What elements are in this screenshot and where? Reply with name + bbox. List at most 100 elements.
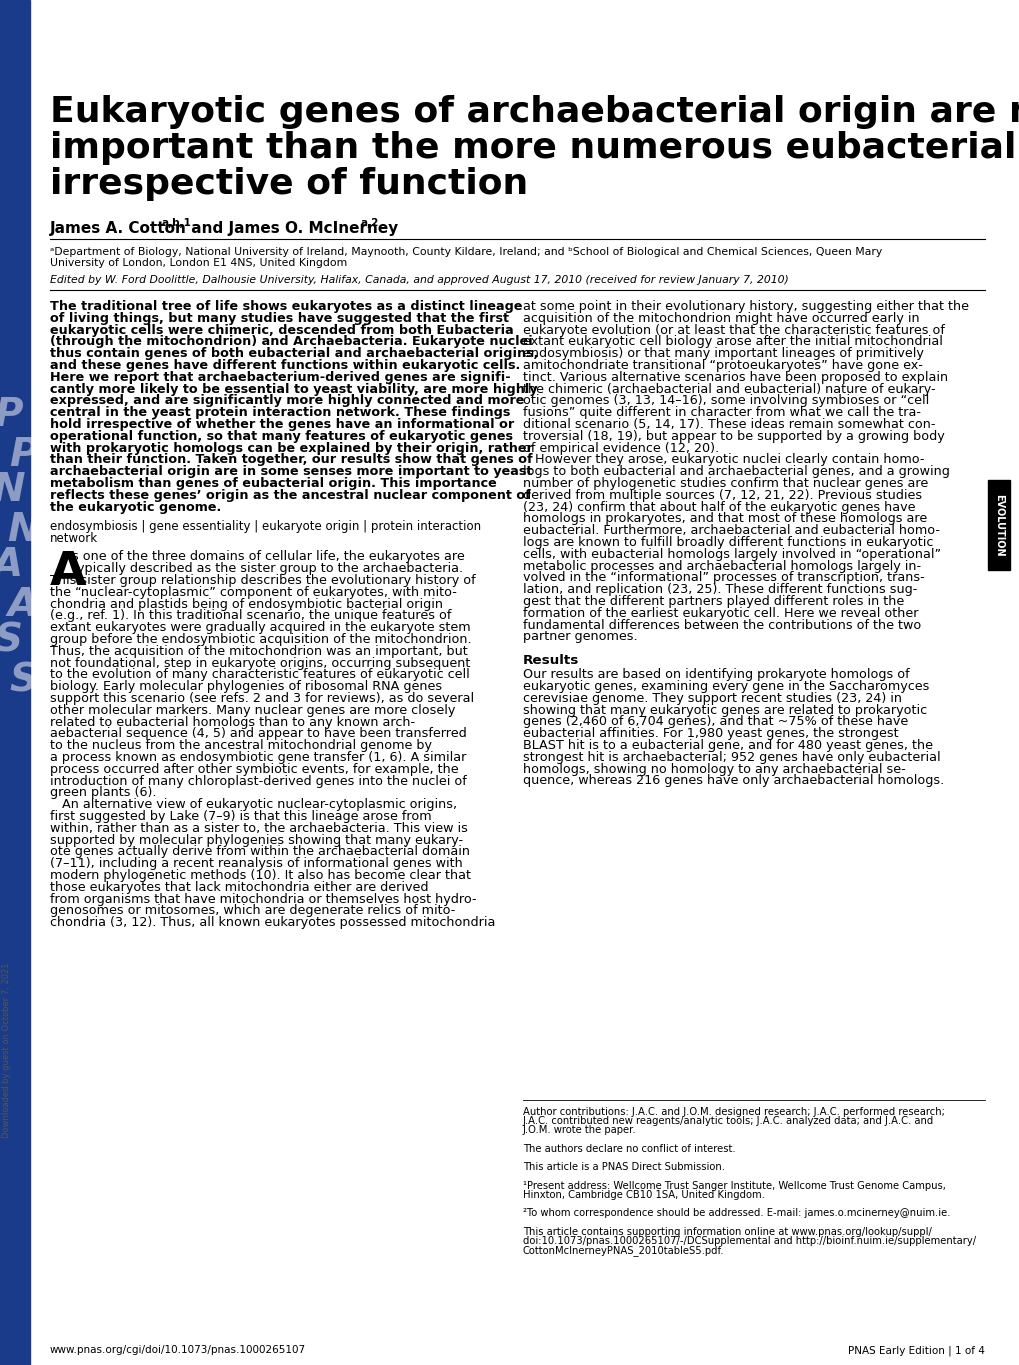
Text: This article is a PNAS Direct Submission.: This article is a PNAS Direct Submission… (523, 1162, 725, 1173)
Text: J.A.C. contributed new reagents/analytic tools; J.A.C. analyzed data; and J.A.C.: J.A.C. contributed new reagents/analytic… (523, 1117, 933, 1126)
Text: However they arose, eukaryotic nuclei clearly contain homo-: However they arose, eukaryotic nuclei cl… (523, 453, 923, 467)
Text: This sister group relationship describes the evolutionary history of: This sister group relationship describes… (50, 575, 475, 587)
Text: This article contains supporting information online at www.pnas.org/lookup/suppl: This article contains supporting informa… (523, 1227, 931, 1237)
Text: S: S (0, 621, 22, 659)
Text: important than the more numerous eubacterial genes,: important than the more numerous eubacte… (50, 131, 1019, 165)
Text: James A. Cotton: James A. Cotton (50, 221, 186, 236)
Text: A: A (0, 546, 23, 584)
Text: An alternative view of eukaryotic nuclear-cytoplasmic origins,: An alternative view of eukaryotic nuclea… (50, 799, 457, 811)
Text: and James O. McInerney: and James O. McInerney (185, 221, 397, 236)
Text: Edited by W. Ford Doolittle, Dalhousie University, Halifax, Canada, and approved: Edited by W. Ford Doolittle, Dalhousie U… (50, 274, 788, 285)
Text: network: network (50, 532, 98, 546)
Text: ²To whom correspondence should be addressed. E-mail: james.o.mcinerney@nuim.ie.: ²To whom correspondence should be addres… (523, 1208, 950, 1218)
Text: than their function. Taken together, our results show that genes of: than their function. Taken together, our… (50, 453, 532, 467)
Text: endosymbiosis) or that many important lineages of primitively: endosymbiosis) or that many important li… (523, 347, 923, 360)
Text: related to eubacterial homologs than to any known arch-: related to eubacterial homologs than to … (50, 715, 415, 729)
Text: www.pnas.org/cgi/doi/10.1073/pnas.1000265107: www.pnas.org/cgi/doi/10.1073/pnas.100026… (50, 1345, 306, 1355)
Text: genosomes or mitosomes, which are degenerate relics of mito-: genosomes or mitosomes, which are degene… (50, 905, 454, 917)
Text: strongest hit is archaebacterial; 952 genes have only eubacterial: strongest hit is archaebacterial; 952 ge… (523, 751, 940, 764)
Text: University of London, London E1 4NS, United Kingdom: University of London, London E1 4NS, Uni… (50, 258, 346, 268)
Text: from organisms that have mitochondria or themselves host hydro-: from organisms that have mitochondria or… (50, 893, 476, 905)
Text: N: N (0, 471, 24, 509)
Text: logs are known to fulfill broadly different functions in eukaryotic: logs are known to fulfill broadly differ… (523, 536, 932, 549)
Text: cantly more likely to be essential to yeast viability, are more highly: cantly more likely to be essential to ye… (50, 382, 537, 396)
Text: support this scenario (see refs. 2 and 3 for reviews), as do several: support this scenario (see refs. 2 and 3… (50, 692, 474, 704)
Text: number of phylogenetic studies confirm that nuclear genes are: number of phylogenetic studies confirm t… (523, 476, 927, 490)
Text: chondria (3, 12). Thus, all known eukaryotes possessed mitochondria: chondria (3, 12). Thus, all known eukary… (50, 916, 495, 930)
Text: to the evolution of many characteristic features of eukaryotic cell: to the evolution of many characteristic … (50, 669, 470, 681)
Text: s one of the three domains of cellular life, the eukaryotes are: s one of the three domains of cellular l… (72, 550, 465, 564)
Text: acquisition of the mitochondrion might have occurred early in: acquisition of the mitochondrion might h… (523, 311, 919, 325)
Text: to the nucleus from the ancestral mitochondrial genome by: to the nucleus from the ancestral mitoch… (50, 740, 432, 752)
Text: chondria and plastids being of endosymbiotic bacterial origin: chondria and plastids being of endosymbi… (50, 598, 442, 610)
Text: fusions” quite different in character from what we call the tra-: fusions” quite different in character fr… (523, 407, 920, 419)
Text: a process known as endosymbiotic gene transfer (1, 6). A similar: a process known as endosymbiotic gene tr… (50, 751, 466, 764)
Text: process occurred after other symbiotic events, for example, the: process occurred after other symbiotic e… (50, 763, 459, 775)
Text: doi:10.1073/pnas.1000265107/-/DCSupplemental and http://bioinf.nuim.ie/supplemen: doi:10.1073/pnas.1000265107/-/DCSuppleme… (523, 1235, 975, 1246)
Text: Eukaryotic genes of archaebacterial origin are more: Eukaryotic genes of archaebacterial orig… (50, 96, 1019, 130)
Text: endosymbiosis | gene essentiality | eukaryote origin | protein interaction: endosymbiosis | gene essentiality | euka… (50, 520, 481, 534)
Bar (0, 0, 30, 1365)
Text: at some point in their evolutionary history, suggesting either that the: at some point in their evolutionary hist… (523, 300, 968, 313)
Text: fundamental differences between the contributions of the two: fundamental differences between the cont… (523, 618, 920, 632)
Text: supported by molecular phylogenies showing that many eukary-: supported by molecular phylogenies showi… (50, 834, 463, 846)
Text: of living things, but many studies have suggested that the first: of living things, but many studies have … (50, 311, 508, 325)
Text: eukaryotic genes, examining every gene in the Saccharomyces: eukaryotic genes, examining every gene i… (523, 680, 928, 693)
Text: The authors declare no conflict of interest.: The authors declare no conflict of inter… (523, 1144, 735, 1153)
Text: cells, with eubacterial homologs largely involved in “operational”: cells, with eubacterial homologs largely… (523, 547, 941, 561)
Text: ote genes actually derive from within the archaebacterial domain: ote genes actually derive from within th… (50, 845, 470, 859)
Text: first suggested by Lake (7–9) is that this lineage arose from: first suggested by Lake (7–9) is that th… (50, 809, 431, 823)
Text: PNAS Early Edition | 1 of 4: PNAS Early Edition | 1 of 4 (847, 1345, 984, 1355)
Text: modern phylogenetic methods (10). It also has become clear that: modern phylogenetic methods (10). It als… (50, 870, 471, 882)
Text: eubacterial affinities. For 1,980 yeast genes, the strongest: eubacterial affinities. For 1,980 yeast … (523, 728, 898, 740)
Text: homologs, showing no homology to any archaebacterial se-: homologs, showing no homology to any arc… (523, 763, 905, 775)
Text: N: N (7, 511, 39, 549)
Text: introduction of many chloroplast-derived genes into the nuclei of: introduction of many chloroplast-derived… (50, 774, 467, 788)
Text: BLAST hit is to a eubacterial gene, and for 480 yeast genes, the: BLAST hit is to a eubacterial gene, and … (523, 738, 932, 752)
Text: otic genomes (3, 13, 14–16), some involving symbioses or “cell: otic genomes (3, 13, 14–16), some involv… (523, 394, 928, 407)
Text: formation of the earliest eukaryotic cell. Here we reveal other: formation of the earliest eukaryotic cel… (523, 607, 917, 620)
Text: EVOLUTION: EVOLUTION (994, 494, 1003, 557)
Text: cerevisiae genome. They support recent studies (23, 24) in: cerevisiae genome. They support recent s… (523, 692, 901, 704)
Text: extant eukaryotes were gradually acquired in the eukaryote stem: extant eukaryotes were gradually acquire… (50, 621, 470, 635)
Text: aebacterial sequence (4, 5) and appear to have been transferred: aebacterial sequence (4, 5) and appear t… (50, 728, 467, 740)
Text: P: P (0, 396, 22, 434)
Text: troversial (18, 19), but appear to be supported by a growing body: troversial (18, 19), but appear to be su… (523, 430, 944, 442)
Text: CottonMcInerneyPNAS_2010tableS5.pdf.: CottonMcInerneyPNAS_2010tableS5.pdf. (523, 1245, 723, 1256)
Text: the “nuclear-cytoplasmic” component of eukaryotes, with mito-: the “nuclear-cytoplasmic” component of e… (50, 586, 457, 599)
Text: genes (2,460 of 6,704 genes), and that ~75% of these have: genes (2,460 of 6,704 genes), and that ~… (523, 715, 907, 729)
Text: derived from multiple sources (7, 12, 21, 22). Previous studies: derived from multiple sources (7, 12, 21… (523, 489, 921, 502)
Text: (23, 24) confirm that about half of the eukaryotic genes have: (23, 24) confirm that about half of the … (523, 501, 915, 513)
Text: eukaryote evolution (or at least that the characteristic features of: eukaryote evolution (or at least that th… (523, 324, 944, 337)
Text: (through the mitochondrion) and Archaebacteria. Eukaryote nuclei: (through the mitochondrion) and Archaeba… (50, 336, 532, 348)
Text: Downloaded by guest on October 7, 2021: Downloaded by guest on October 7, 2021 (2, 962, 11, 1138)
Text: within, rather than as a sister to, the archaebacteria. This view is: within, rather than as a sister to, the … (50, 822, 468, 835)
Text: logs to both eubacterial and archaebacterial genes, and a growing: logs to both eubacterial and archaebacte… (523, 465, 949, 478)
Text: partner genomes.: partner genomes. (523, 631, 637, 643)
Text: Author contributions: J.A.C. and J.O.M. designed research; J.A.C. performed rese: Author contributions: J.A.C. and J.O.M. … (523, 1107, 944, 1117)
Text: A: A (8, 586, 38, 624)
Text: (7–11), including a recent reanalysis of informational genes with: (7–11), including a recent reanalysis of… (50, 857, 463, 871)
Text: green plants (6).: green plants (6). (50, 786, 156, 800)
Text: metabolism than genes of eubacterial origin. This importance: metabolism than genes of eubacterial ori… (50, 476, 496, 490)
Text: a,2: a,2 (361, 218, 379, 228)
Text: ᵃDepartment of Biology, National University of Ireland, Maynooth, County Kildare: ᵃDepartment of Biology, National Univers… (50, 247, 881, 257)
Text: (e.g., ref. 1). In this traditional scenario, the unique features of: (e.g., ref. 1). In this traditional scen… (50, 609, 451, 622)
Text: homologs in prokaryotes, and that most of these homologs are: homologs in prokaryotes, and that most o… (523, 512, 926, 526)
Text: central in the yeast protein interaction network. These findings: central in the yeast protein interaction… (50, 407, 510, 419)
Text: ¹Present address: Wellcome Trust Sanger Institute, Wellcome Trust Genome Campus,: ¹Present address: Wellcome Trust Sanger … (523, 1181, 945, 1190)
Text: archaebacterial origin are in some senses more important to yeast: archaebacterial origin are in some sense… (50, 465, 532, 478)
Text: other molecular markers. Many nuclear genes are more closely: other molecular markers. Many nuclear ge… (50, 704, 454, 717)
Text: not foundational, step in eukaryote origins, occurring subsequent: not foundational, step in eukaryote orig… (50, 657, 470, 670)
Text: P: P (9, 435, 38, 474)
Text: showing that many eukaryotic genes are related to prokaryotic: showing that many eukaryotic genes are r… (523, 703, 926, 717)
Text: the eukaryotic genome.: the eukaryotic genome. (50, 501, 221, 513)
Text: The traditional tree of life shows eukaryotes as a distinct lineage: The traditional tree of life shows eukar… (50, 300, 522, 313)
Text: Here we report that archaebacterium-derived genes are signifi-: Here we report that archaebacterium-deri… (50, 371, 511, 384)
Bar (987, 480, 1009, 571)
Text: typically described as the sister group to the archaebacteria.: typically described as the sister group … (72, 562, 463, 575)
Text: expressed, and are significantly more highly connected and more: expressed, and are significantly more hi… (50, 394, 524, 407)
Text: amitochondriate transitional “protoeukaryotes” have gone ex-: amitochondriate transitional “protoeukar… (523, 359, 922, 373)
Text: reflects these genes’ origin as the ancestral nuclear component of: reflects these genes’ origin as the ance… (50, 489, 530, 502)
Text: eukaryotic cells were chimeric, descended from both Eubacteria: eukaryotic cells were chimeric, descende… (50, 324, 514, 337)
